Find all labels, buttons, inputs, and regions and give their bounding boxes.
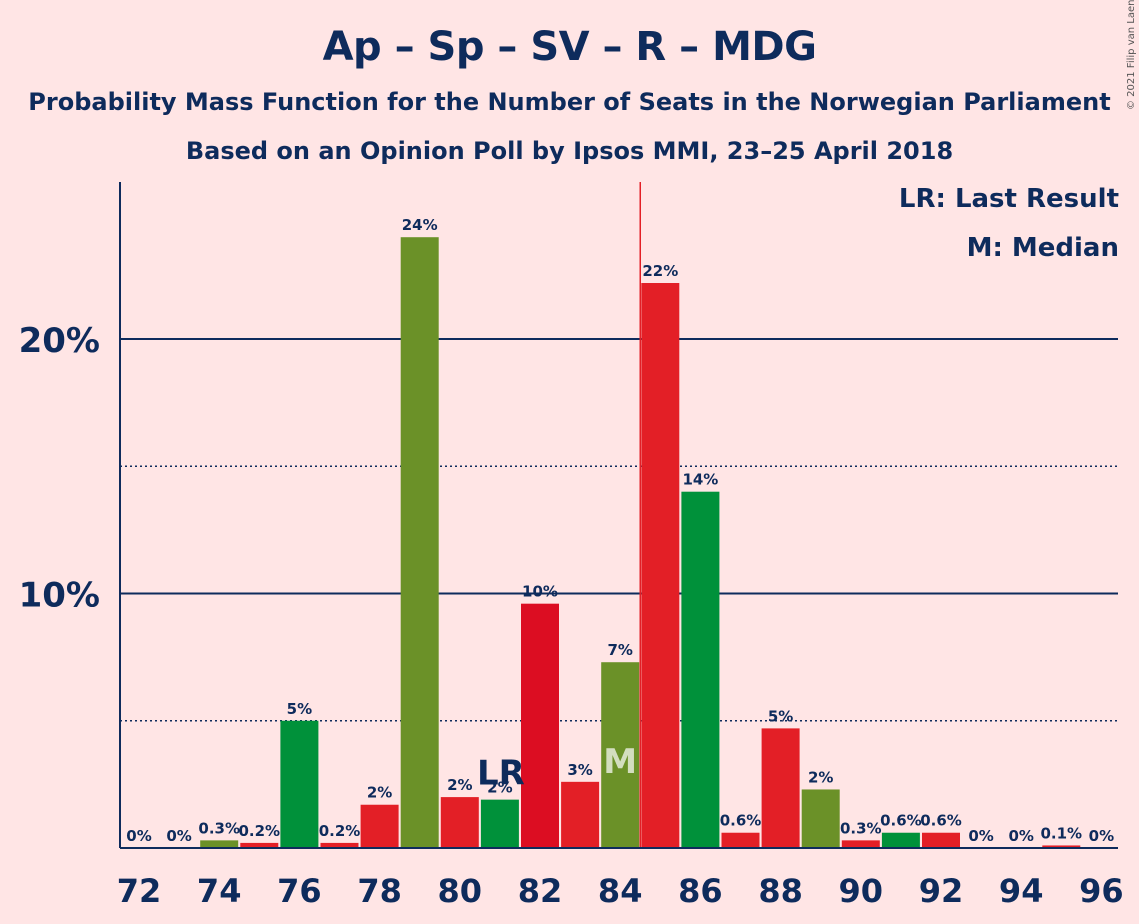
x-tick-label: 88 — [758, 872, 803, 910]
bars — [200, 237, 1081, 848]
value-labels: 0% 0% 0.3%0.2%5%0.2%2%24%2% 2%10%3%7%22%14%… — [126, 216, 1114, 845]
value-label-82: 10% — [522, 583, 558, 601]
x-tick-label: 96 — [1079, 872, 1124, 910]
x-tick-label: 92 — [919, 872, 964, 910]
last-result-marker: LR — [477, 754, 525, 794]
bar-seats-86 — [681, 491, 720, 848]
chart-subtitle-poll: Based on an Opinion Poll by Ipsos MMI, 2… — [185, 137, 954, 165]
bar-seats-78 — [360, 804, 399, 848]
legend-last-result: LR: Last Result — [898, 184, 1119, 214]
bar-seats-84 — [601, 662, 640, 848]
axes: 10% 20% 72 74 76 78 80 82 84 86 88 90 92 94 96 — [19, 182, 1124, 910]
value-label-73: 0% — [166, 827, 191, 845]
x-tick-label: 76 — [277, 872, 322, 910]
value-label-75: 0.2% — [238, 822, 280, 840]
bar-seats-87 — [721, 832, 760, 848]
x-tick-label: 78 — [357, 872, 402, 910]
bar-seats-89 — [801, 789, 840, 848]
bar-seats-92 — [922, 832, 960, 848]
median-marker: M — [603, 742, 637, 782]
y-tick-label: 10% — [19, 576, 100, 616]
value-label-78: 2% — [367, 784, 392, 802]
bar-seats-79 — [400, 237, 439, 848]
x-tick-label: 74 — [197, 872, 242, 910]
value-label-91: 0.6% — [880, 812, 922, 830]
bar-seats-90 — [841, 840, 880, 848]
value-label-95: 0.1% — [1040, 824, 1082, 842]
value-label-81: 2% — [487, 779, 512, 797]
value-label-94: 0% — [1008, 827, 1033, 845]
value-label-90: 0.3% — [840, 819, 882, 837]
value-label-84: 7% — [607, 641, 632, 659]
value-label-76: 5% — [287, 700, 312, 718]
bar-seats-81 — [480, 799, 519, 848]
value-label-92: 0.6% — [920, 812, 962, 830]
y-tick-label: 20% — [19, 321, 100, 361]
bar-seats-80 — [440, 797, 479, 848]
x-tick-label: 72 — [117, 872, 162, 910]
x-tick-label: 86 — [678, 872, 723, 910]
chart-subtitle: Probability Mass Function for the Number… — [28, 88, 1111, 116]
chart-title: Ap – Sp – SV – R – MDG — [322, 24, 817, 70]
value-label-87: 0.6% — [720, 812, 762, 830]
value-label-72: 0% — [126, 827, 151, 845]
bar-seats-75 — [240, 842, 279, 848]
value-label-74: 0.3% — [198, 819, 240, 837]
legend-median: M: Median — [966, 233, 1119, 263]
value-label-80: 2% — [447, 776, 472, 794]
bar-seats-95 — [1042, 845, 1081, 848]
value-label-83: 3% — [567, 761, 592, 779]
bar-seats-76 — [280, 720, 319, 848]
x-tick-label: 94 — [999, 872, 1044, 910]
value-label-79: 24% — [402, 216, 438, 234]
value-label-88: 5% — [768, 707, 793, 725]
value-label-77: 0.2% — [319, 822, 361, 840]
markers: LR M — [477, 182, 641, 848]
x-tick-label: 84 — [598, 872, 643, 910]
value-label-85: 22% — [642, 262, 678, 280]
bar-seats-91 — [881, 832, 920, 848]
x-tick-label: 80 — [438, 872, 483, 910]
value-label-86: 14% — [682, 471, 718, 489]
value-label-93: 0% — [968, 827, 993, 845]
bar-seats-77 — [320, 842, 359, 848]
bar-seats-74 — [200, 840, 239, 848]
bar-seats-83 — [561, 781, 600, 848]
bar-seats-85 — [641, 283, 680, 848]
bar-seats-88 — [761, 728, 800, 848]
value-label-89: 2% — [808, 768, 833, 786]
value-label-96: 0% — [1089, 827, 1114, 845]
x-tick-label: 90 — [839, 872, 884, 910]
bar-seats-82 — [521, 603, 559, 848]
x-tick-label: 82 — [518, 872, 563, 910]
